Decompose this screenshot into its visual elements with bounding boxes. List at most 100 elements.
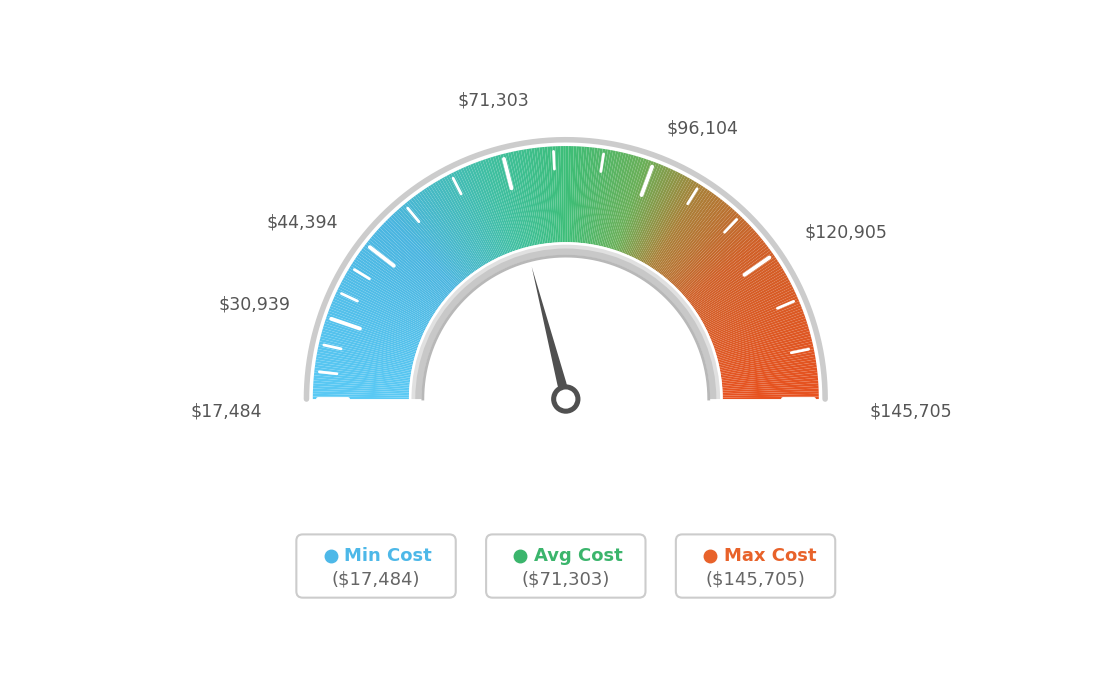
- Wedge shape: [676, 218, 745, 288]
- Wedge shape: [337, 289, 425, 333]
- Wedge shape: [617, 160, 651, 251]
- Wedge shape: [341, 279, 427, 326]
- Wedge shape: [408, 242, 723, 399]
- Wedge shape: [657, 193, 714, 272]
- Wedge shape: [319, 339, 414, 363]
- Wedge shape: [331, 301, 422, 339]
- Wedge shape: [550, 146, 558, 242]
- Wedge shape: [325, 321, 416, 352]
- Wedge shape: [721, 359, 816, 376]
- Wedge shape: [553, 146, 560, 242]
- Wedge shape: [394, 211, 460, 284]
- Wedge shape: [428, 186, 481, 268]
- Text: $17,484: $17,484: [191, 403, 263, 421]
- Text: $120,905: $120,905: [805, 224, 888, 242]
- Wedge shape: [591, 149, 608, 244]
- Wedge shape: [347, 270, 431, 321]
- Wedge shape: [651, 187, 705, 268]
- Wedge shape: [399, 208, 464, 282]
- Wedge shape: [333, 296, 423, 337]
- Wedge shape: [702, 273, 786, 322]
- Text: $71,303: $71,303: [458, 92, 530, 110]
- Wedge shape: [315, 362, 411, 377]
- Wedge shape: [714, 316, 806, 349]
- Wedge shape: [339, 284, 426, 329]
- Wedge shape: [473, 163, 510, 253]
- Wedge shape: [656, 191, 712, 271]
- Text: Max Cost: Max Cost: [724, 547, 817, 565]
- Wedge shape: [348, 268, 432, 319]
- Wedge shape: [412, 245, 720, 399]
- Wedge shape: [343, 277, 428, 325]
- Wedge shape: [450, 172, 496, 259]
- Wedge shape: [492, 156, 522, 249]
- Wedge shape: [431, 184, 484, 266]
- Wedge shape: [368, 240, 444, 302]
- Wedge shape: [677, 220, 746, 289]
- Wedge shape: [700, 268, 784, 319]
- Wedge shape: [719, 342, 813, 365]
- Wedge shape: [316, 357, 411, 375]
- Wedge shape: [577, 147, 587, 243]
- Wedge shape: [595, 150, 616, 245]
- Wedge shape: [565, 146, 569, 242]
- Wedge shape: [575, 146, 584, 243]
- Polygon shape: [532, 267, 570, 400]
- Wedge shape: [317, 349, 412, 370]
- Text: $96,104: $96,104: [666, 119, 739, 138]
- Wedge shape: [317, 354, 412, 373]
- Wedge shape: [542, 147, 553, 243]
- Wedge shape: [620, 162, 657, 253]
- Wedge shape: [389, 217, 457, 287]
- Wedge shape: [415, 248, 716, 399]
- Wedge shape: [424, 188, 479, 269]
- Wedge shape: [312, 391, 408, 396]
- Wedge shape: [328, 311, 418, 346]
- Wedge shape: [598, 152, 620, 246]
- Wedge shape: [698, 264, 781, 317]
- Wedge shape: [669, 209, 735, 282]
- Wedge shape: [531, 148, 546, 244]
- Wedge shape: [718, 339, 813, 363]
- Wedge shape: [321, 333, 414, 360]
- Wedge shape: [480, 160, 514, 251]
- Wedge shape: [616, 159, 649, 251]
- Wedge shape: [705, 284, 793, 329]
- Wedge shape: [633, 170, 676, 258]
- Wedge shape: [312, 394, 408, 397]
- Wedge shape: [372, 234, 447, 298]
- Wedge shape: [660, 197, 721, 275]
- Wedge shape: [352, 262, 434, 315]
- Wedge shape: [722, 375, 818, 386]
- Wedge shape: [703, 277, 788, 325]
- Wedge shape: [374, 232, 448, 297]
- Wedge shape: [582, 148, 595, 244]
- Wedge shape: [506, 152, 530, 247]
- Wedge shape: [327, 313, 418, 348]
- Wedge shape: [603, 153, 628, 247]
- Wedge shape: [702, 275, 787, 324]
- Wedge shape: [363, 246, 440, 306]
- Wedge shape: [456, 170, 499, 258]
- Wedge shape: [315, 367, 411, 381]
- Wedge shape: [437, 180, 487, 264]
- Wedge shape: [720, 349, 815, 370]
- Wedge shape: [680, 226, 752, 293]
- Wedge shape: [314, 383, 410, 391]
- Wedge shape: [322, 326, 415, 355]
- Wedge shape: [351, 264, 434, 317]
- Wedge shape: [537, 148, 550, 244]
- Wedge shape: [722, 388, 819, 394]
- Wedge shape: [599, 152, 624, 246]
- Wedge shape: [344, 275, 429, 324]
- Wedge shape: [465, 166, 505, 255]
- Wedge shape: [460, 168, 502, 257]
- Wedge shape: [605, 154, 631, 248]
- Wedge shape: [496, 155, 523, 248]
- Wedge shape: [720, 354, 815, 373]
- Wedge shape: [722, 386, 818, 393]
- Wedge shape: [380, 226, 452, 293]
- Wedge shape: [722, 380, 818, 389]
- Wedge shape: [719, 344, 814, 366]
- Wedge shape: [689, 242, 766, 303]
